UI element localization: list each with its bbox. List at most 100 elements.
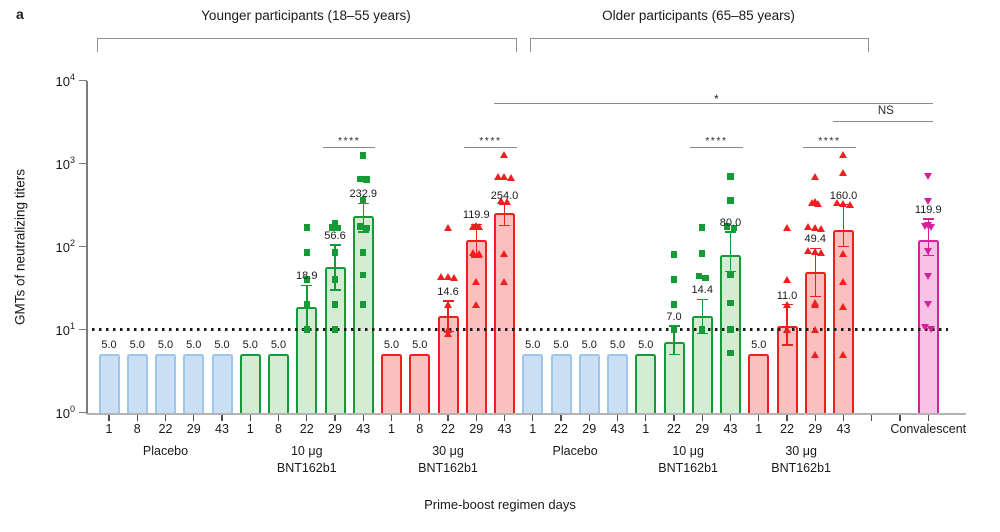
error-bar-line [475, 224, 477, 257]
error-bar-cap-top [301, 284, 313, 287]
x-tick-label: 43 [356, 421, 371, 436]
error-bar-cap-bottom [499, 224, 510, 227]
bar-value-label: 14.6 [437, 286, 459, 299]
scatter-point-square [360, 152, 367, 159]
y-axis-tick-label: 102 [55, 237, 75, 255]
scatter-point-triangle-up [839, 302, 847, 310]
bar-value-label: 11.0 [776, 289, 798, 302]
y-axis-tick-label: 100 [55, 403, 75, 421]
error-bar-line [814, 248, 816, 297]
scatter-point-square [360, 197, 367, 204]
x-axis-tick [164, 414, 167, 421]
error-bar-cap-bottom [329, 289, 341, 291]
scatter-point-triangle-up [810, 299, 819, 307]
x-axis-tick [616, 414, 619, 421]
scatter-point-triangle-up [810, 248, 819, 256]
scatter-point-square [331, 276, 339, 283]
scatter-point-triangle-up [839, 250, 847, 258]
bar-value-label: 5.0 [157, 339, 174, 352]
bar-value-label: 5.0 [581, 339, 597, 352]
error-bar-cap-bottom [781, 344, 793, 346]
group-label: BNT162b1 [418, 460, 478, 475]
group-label: BNT162b1 [658, 460, 718, 475]
x-axis-tick [673, 414, 675, 421]
bar-value-label: 160.0 [829, 189, 858, 202]
significance-label: **** [705, 135, 728, 147]
x-tick-label: 29 [186, 421, 201, 436]
bar-value-label: 5.0 [186, 339, 202, 352]
scatter-point-square [699, 224, 706, 231]
scatter-point-square [360, 249, 367, 256]
error-bar-cap-top [668, 325, 680, 327]
scatter-point-square [356, 175, 364, 183]
significance-line [690, 147, 743, 149]
scatter-point-triangle-up [804, 222, 813, 230]
scatter-point-triangle-up [839, 199, 847, 207]
group-label: 30 μg [785, 443, 817, 458]
y-axis-tick-label: 101 [55, 320, 75, 338]
x-axis-tick [221, 414, 223, 421]
error-bar-cap-top [329, 243, 341, 246]
y-axis-line [86, 80, 88, 414]
bar-value-label: 5.0 [751, 339, 767, 352]
scatter-point-triangle-up [839, 150, 847, 158]
y-axis-tick [79, 328, 87, 331]
x-axis-tick [729, 414, 732, 421]
x-axis-tick [814, 414, 816, 421]
panel-label: a [16, 6, 24, 22]
bar [748, 354, 770, 414]
scatter-point-triangle-up [506, 173, 515, 181]
scatter-point-triangle-down [923, 301, 932, 308]
x-axis-tick [842, 414, 845, 421]
error-bar-line [729, 231, 732, 272]
error-bar-line [701, 299, 703, 334]
x-tick-label: 43 [723, 421, 738, 436]
group-label: 30 μg [432, 443, 464, 458]
scatter-point-triangle-up [450, 274, 458, 282]
scatter-point-triangle-down [923, 197, 932, 205]
bar-value-label: 5.0 [609, 339, 626, 352]
error-bar-cap-bottom [357, 231, 369, 233]
significance-line [803, 147, 856, 149]
bar [607, 354, 628, 414]
x-axis-line [87, 412, 966, 415]
x-tick-label: 29 [808, 421, 823, 436]
scatter-point-square [727, 271, 734, 278]
scatter-point-triangle-up [475, 250, 483, 258]
x-axis-tick [419, 414, 421, 421]
scatter-point-triangle-up [471, 277, 480, 285]
scatter-point-square [695, 272, 703, 280]
error-bar-cap-bottom [696, 332, 708, 335]
significance-label: **** [818, 135, 841, 147]
x-axis-tick [447, 414, 449, 421]
bar [522, 354, 544, 414]
cohort-bracket-older [530, 38, 869, 52]
x-tick-label: 43 [497, 421, 512, 436]
cohort-bracket-younger [97, 38, 517, 52]
cohort-title-younger: Younger participants (18–55 years) [201, 8, 411, 23]
bar [465, 239, 487, 414]
scatter-point-triangle-up [804, 246, 813, 254]
y-axis-tick [79, 245, 87, 248]
x-tick-label: 29 [469, 421, 484, 436]
x-tick-label: 1 [755, 421, 763, 436]
x-tick-label: 1 [388, 421, 395, 436]
x-axis-tick [532, 414, 534, 421]
x-axis-tick [927, 414, 929, 421]
scatter-point-square [702, 274, 709, 281]
scatter-point-triangle-up [500, 173, 508, 181]
scatter-point-triangle-up [839, 350, 847, 358]
x-axis-tick [334, 414, 336, 421]
x-axis-tick [758, 414, 760, 421]
x-axis-tick [193, 414, 195, 421]
x-tick-label: 43 [836, 421, 851, 436]
scatter-point-triangle-up [468, 248, 477, 256]
bar-value-label: 7.0 [666, 311, 682, 324]
scatter-point-triangle-up [839, 168, 847, 176]
group-label: 10 μg [290, 443, 323, 458]
scatter-point-square [699, 250, 706, 257]
significance-label: NS [877, 105, 894, 117]
error-bar-line [447, 301, 449, 332]
significance-label: **** [479, 135, 502, 147]
scatter-point-square [699, 326, 706, 333]
